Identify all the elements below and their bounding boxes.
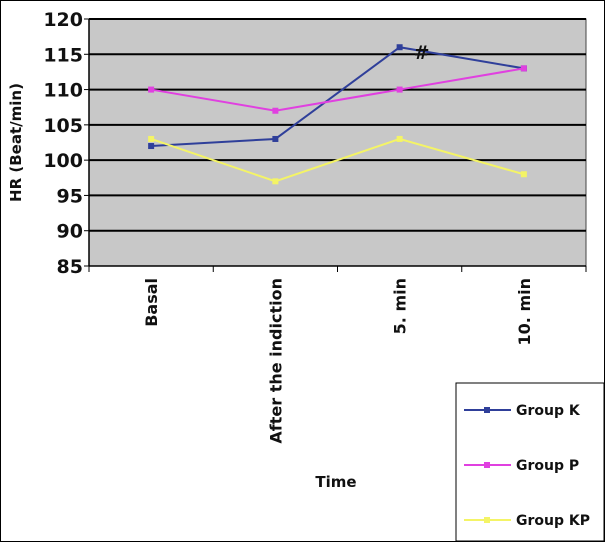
data-point [396, 135, 403, 142]
y-axis-title: HR (Beat/min) [7, 83, 25, 202]
data-point [272, 178, 279, 185]
y-tick-label: 120 [43, 9, 83, 31]
y-tick-label: 110 [43, 80, 83, 102]
x-tick-label: 10. min [515, 278, 534, 345]
y-tick-label: 115 [43, 44, 83, 66]
y-tick-label: 90 [57, 221, 83, 243]
data-point [148, 143, 155, 150]
series-line-group-p [150, 67, 525, 112]
series-line-group-k [151, 46, 525, 148]
data-point [272, 135, 279, 142]
y-tick-label: 100 [43, 150, 83, 172]
data-point [520, 65, 527, 72]
legend-swatch-marker [484, 462, 490, 468]
x-axis-title: Time [315, 473, 356, 491]
legend-label: Group P [516, 458, 579, 474]
plot-area [88, 18, 587, 267]
data-point [396, 86, 403, 93]
data-point [148, 86, 155, 93]
x-tick-label: 5. min [391, 278, 410, 334]
x-tick-label: After the indiction [266, 278, 285, 444]
x-tick-label: Basal [142, 278, 161, 327]
y-tick-label: 85 [57, 256, 83, 278]
series-line-group-kp [150, 137, 525, 183]
legend-swatch-marker [484, 517, 490, 523]
data-point [272, 107, 279, 114]
legend-label: Group KP [516, 513, 590, 529]
annotation-mark: # [414, 42, 430, 64]
data-point [396, 44, 403, 51]
y-tick-label: 95 [57, 185, 83, 207]
legend-swatch-marker [484, 407, 490, 413]
data-point [148, 135, 155, 142]
data-point [520, 171, 527, 178]
legend-label: Group K [516, 403, 581, 419]
y-tick-label: 105 [43, 115, 83, 137]
